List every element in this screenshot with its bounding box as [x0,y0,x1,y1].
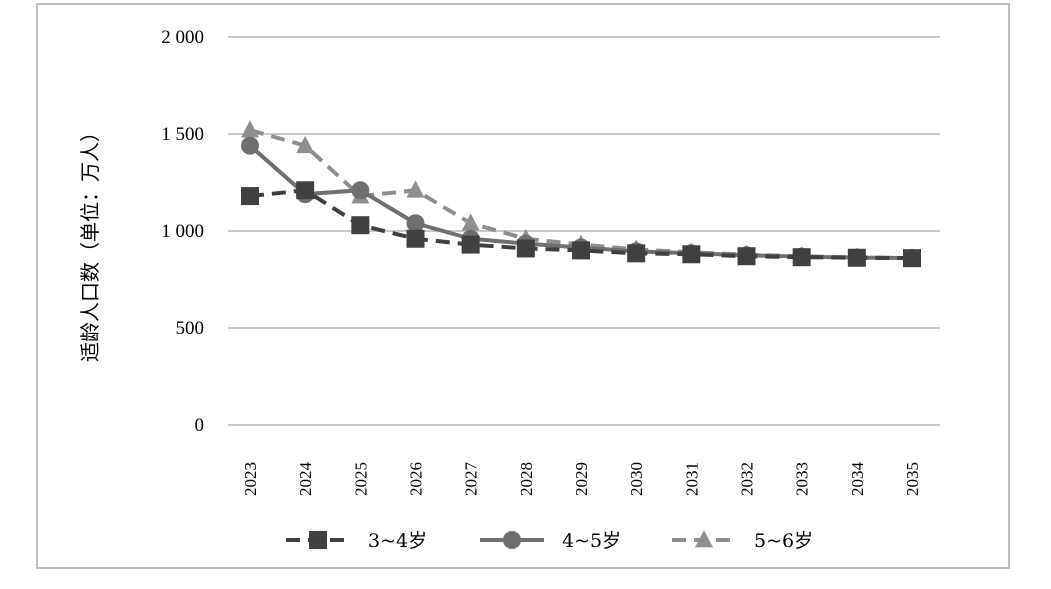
series-lines [241,120,921,268]
y-axis-ticks: 0 500 1 000 1 500 2 000 [161,27,204,436]
x-tick-label: 2025 [351,462,370,496]
gridlines [228,36,940,426]
x-axis-ticks: 2023 2024 2025 2026 2027 2028 2029 2030 2031 2032… [241,462,922,497]
data-point-square [309,531,327,549]
x-tick-label: 2026 [407,462,426,496]
data-point-square [351,216,370,235]
data-point-triangle [296,135,315,154]
legend-item: 3~4岁 [286,530,427,552]
x-tick-label: 2027 [462,462,481,497]
y-tick-label: 500 [176,318,205,339]
data-point-square [903,249,921,268]
x-tick-label: 2028 [517,462,536,496]
x-tick-label: 2032 [738,462,757,496]
legend: 3~4岁 4~5岁 5~6岁 [286,530,813,552]
data-point-triangle [461,213,480,231]
x-tick-label: 2035 [903,462,922,496]
y-tick-label: 2 000 [161,27,204,48]
data-point-square [572,241,590,260]
data-point-circle [406,214,425,233]
y-axis-label: 适龄人口数（单位：万人） [78,122,102,362]
y-tick-label: 0 [195,415,205,436]
data-point-triangle [241,120,259,138]
data-point-square [406,229,425,248]
data-point-square [627,244,646,263]
x-tick-label: 2029 [572,462,591,496]
legend-label: 5~6岁 [754,530,813,552]
legend-item: 5~6岁 [672,530,813,552]
data-point-square [737,247,756,266]
data-point-square [296,181,315,200]
legend-item: 4~5岁 [480,530,621,552]
x-tick-label: 2030 [627,462,646,496]
data-point-circle [503,531,521,549]
data-point-triangle [406,180,425,198]
line-chart: 0 500 1 000 1 500 2 000 2023 2024 2025 2026 2027… [78,27,940,552]
y-tick-label: 1 500 [161,124,204,145]
x-tick-label: 2034 [848,462,867,497]
data-point-circle [351,181,370,200]
data-point-square [461,235,480,254]
data-point-square [516,239,535,258]
series-1 [241,181,921,268]
y-tick-label: 1 000 [161,221,204,242]
data-point-circle [241,136,259,155]
x-tick-label: 2031 [682,462,701,496]
data-point-triangle [695,530,713,548]
legend-label: 4~5岁 [562,530,621,552]
x-tick-label: 2024 [296,462,315,497]
data-point-square [241,187,259,206]
x-tick-label: 2033 [793,462,812,496]
legend-label: 3~4岁 [368,530,427,552]
chart-frame: 0 500 1 000 1 500 2 000 2023 2024 2025 2026 2027… [36,3,1010,569]
data-point-square [792,248,811,267]
data-point-square [847,248,866,267]
data-point-square [682,245,701,264]
x-tick-label: 2023 [241,462,260,496]
